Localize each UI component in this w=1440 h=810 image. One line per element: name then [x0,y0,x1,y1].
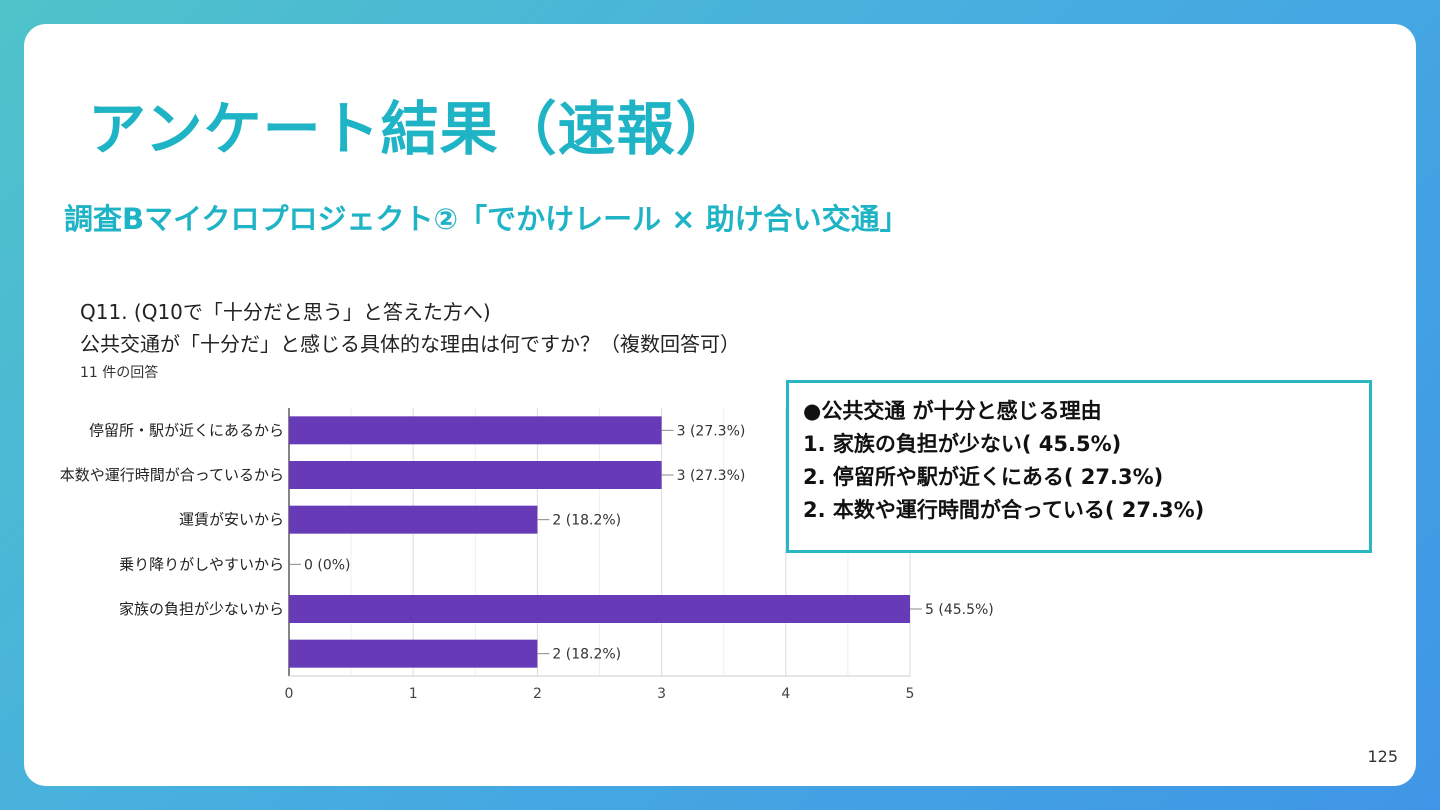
page-number: 125 [1367,747,1398,766]
x-tick-label: 2 [533,686,542,702]
data-label: 0 (0%) [304,557,351,573]
bar [289,505,538,534]
bar [289,416,662,445]
summary-item-1: 1. 家族の負担が少ない( 45.5%) [803,432,1122,456]
summary-item-3: 2. 本数や運行時間が合っている( 27.3%) [803,498,1205,522]
data-label: 3 (27.3%) [677,423,746,439]
category-label: 乗り降りがしやすいから [119,555,284,573]
response-count: 11 件の回答 [80,365,159,381]
data-label: 2 (18.2%) [552,513,621,529]
data-label: 5 (45.5%) [925,602,994,618]
category-label: 本数や運行時間が合っているから [60,466,284,484]
x-tick-label: 0 [285,686,294,702]
bar [289,461,662,489]
x-tick-label: 3 [657,686,666,702]
summary-box: ●公共交通 が十分と感じる理由 1. 家族の負担が少ない( 45.5%) 2. … [786,380,1372,553]
question-line-1: Q11. (Q10で「十分だと思う」と答えた方へ) [80,300,491,324]
slide: アンケート結果（速報） 調査Bマイクロプロジェクト②「でかけレール × 助け合い… [24,24,1416,786]
data-label: 2 (18.2%) [552,647,621,663]
slide-subtitle: 調査Bマイクロプロジェクト②「でかけレール × 助け合い交通」 [64,202,909,236]
question-text: Q11. (Q10で「十分だと思う」と答えた方へ) 公共交通が「十分だ」と感じる… [80,296,740,360]
page-title: アンケート結果（速報） [88,95,735,163]
data-label: 3 (27.3%) [677,468,746,484]
bar [289,595,910,623]
bar [289,639,538,668]
summary-item-2: 2. 停留所や駅が近くにある( 27.3%) [803,465,1164,489]
x-tick-label: 4 [781,686,790,702]
question-line-2: 公共交通が「十分だ」と感じる具体的な理由は何ですか？（複数回答可） [80,332,740,356]
x-tick-label: 5 [906,686,915,702]
summary-heading: ●公共交通 が十分と感じる理由 [803,399,1102,423]
category-label: 家族の負担が少ないから [119,600,284,618]
category-label: 停留所・駅が近くにあるから [89,421,284,439]
category-label: 運賃が安いから [179,511,284,529]
x-tick-label: 1 [409,686,418,702]
